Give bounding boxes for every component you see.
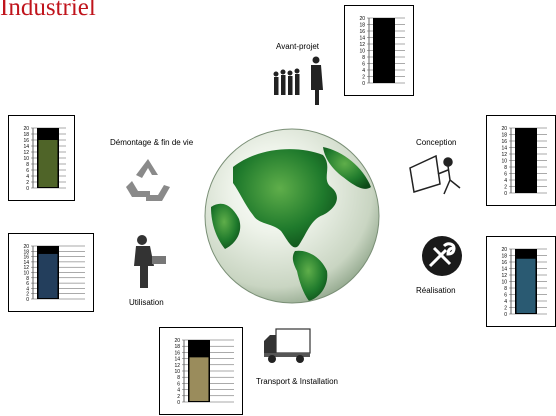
gauge-tick-label: 2 xyxy=(26,180,29,186)
gauge-tick-label: 4 xyxy=(177,388,180,394)
gauge-tick-label: 16 xyxy=(359,29,365,35)
gauge-tick-label: 16 xyxy=(23,255,29,261)
gauge-tick-label: 12 xyxy=(501,273,507,279)
gauge-tick-label: 2 xyxy=(362,75,365,81)
gauge-demontage: 20 18 16 14 12 10 8 6 4 2 0 xyxy=(8,115,75,201)
gauge-tick-label: 18 xyxy=(23,249,29,255)
gauge-tick-label: 20 xyxy=(501,126,507,132)
gauge-bar-fill xyxy=(38,140,58,187)
gauge-tick-label: 16 xyxy=(23,138,29,144)
gauge-bar-frame xyxy=(373,18,395,83)
gauge-tick-label: 0 xyxy=(177,400,180,406)
gauge-transport: 20 18 16 14 12 10 8 6 4 2 0 xyxy=(159,327,243,415)
gauge-tick-label: 10 xyxy=(359,49,365,55)
gauge-avant-projet: 20 18 16 14 12 10 8 6 4 2 0 xyxy=(344,5,414,96)
gauge-tick-label: 2 xyxy=(177,394,180,400)
gauge-tick-label: 16 xyxy=(501,260,507,266)
gauge-tick-label: 12 xyxy=(359,42,365,48)
gauge-tick-label: 10 xyxy=(23,156,29,162)
gauge-tick-label: 14 xyxy=(174,357,180,363)
gauge-tick-label: 2 xyxy=(504,306,507,312)
phase-label-demontage: Démontage & fin de vie xyxy=(110,138,194,147)
designer-at-desk-icon xyxy=(406,148,464,203)
gauge-tick-label: 0 xyxy=(26,297,29,303)
phase-label-conception: Conception xyxy=(416,138,457,147)
gauge-tick-label: 6 xyxy=(504,293,507,299)
tools-icon xyxy=(420,234,464,283)
gauge-tick-label: 10 xyxy=(501,159,507,165)
gauge-tick-label: 4 xyxy=(26,286,29,292)
page-title: Industriel xyxy=(0,0,96,21)
gauge-tick-label: 4 xyxy=(362,68,365,74)
gauge-utilisation: 20 18 16 14 12 10 8 6 4 2 0 xyxy=(8,233,94,312)
gauge-bar-frame xyxy=(515,128,537,193)
gauge-tick-label: 20 xyxy=(23,126,29,132)
gauge-tick-label: 10 xyxy=(23,271,29,277)
gauge-tick-label: 0 xyxy=(504,312,507,318)
gauge-tick-label: 8 xyxy=(504,286,507,292)
gauge-tick-label: 20 xyxy=(23,244,29,250)
gauge-tick-label: 8 xyxy=(362,55,365,61)
gauge-tick-label: 18 xyxy=(23,132,29,138)
gauge-tick-label: 18 xyxy=(501,254,507,260)
recycle-icon xyxy=(120,157,176,208)
gauge-tick-label: 8 xyxy=(26,276,29,282)
gauge-bar-fill xyxy=(189,357,209,401)
gauge-tick-label: 6 xyxy=(26,168,29,174)
gauge-tick-label: 16 xyxy=(174,350,180,356)
gauge-tick-label: 8 xyxy=(504,165,507,171)
gauge-tick-label: 4 xyxy=(26,174,29,180)
gauge-bar-fill xyxy=(516,258,536,313)
gauge-tick-label: 20 xyxy=(174,338,180,344)
gauge-tick-label: 10 xyxy=(501,280,507,286)
gauge-tick-label: 6 xyxy=(26,281,29,287)
person-using-machine-icon xyxy=(124,232,168,295)
gauge-tick-label: 14 xyxy=(23,144,29,150)
gauge-tick-label: 18 xyxy=(174,344,180,350)
delivery-truck-icon xyxy=(262,325,312,370)
gauge-tick-label: 14 xyxy=(501,146,507,152)
gauge-tick-label: 20 xyxy=(359,16,365,22)
gauge-realisation: 20 18 16 14 12 10 8 6 4 2 0 xyxy=(486,236,556,327)
gauge-tick-label: 0 xyxy=(26,186,29,192)
gauge-tick-label: 14 xyxy=(501,267,507,273)
gauge-tick-label: 2 xyxy=(504,185,507,191)
gauge-tick-label: 18 xyxy=(359,23,365,29)
earth-globe-icon xyxy=(203,127,381,305)
business-people-icon xyxy=(268,56,328,111)
gauge-tick-label: 14 xyxy=(23,260,29,266)
phase-label-realisation: Réalisation xyxy=(416,286,456,295)
gauge-tick-label: 16 xyxy=(501,139,507,145)
gauge-tick-label: 4 xyxy=(504,178,507,184)
gauge-bar-fill xyxy=(38,253,58,298)
gauge-tick-label: 14 xyxy=(359,36,365,42)
gauge-tick-label: 8 xyxy=(177,375,180,381)
gauge-tick-label: 6 xyxy=(362,62,365,68)
gauge-conception: 20 18 16 14 12 10 8 6 4 2 0 xyxy=(486,115,556,206)
phase-label-avant-projet: Avant-projet xyxy=(276,42,319,51)
gauge-tick-label: 12 xyxy=(174,363,180,369)
gauge-tick-label: 18 xyxy=(501,133,507,139)
gauge-tick-label: 12 xyxy=(501,152,507,158)
gauge-tick-label: 6 xyxy=(504,172,507,178)
gauge-tick-label: 6 xyxy=(177,381,180,387)
gauge-tick-label: 12 xyxy=(23,150,29,156)
gauge-tick-label: 8 xyxy=(26,162,29,168)
gauge-tick-label: 4 xyxy=(504,299,507,305)
gauge-tick-label: 10 xyxy=(174,369,180,375)
phase-label-transport: Transport & Installation xyxy=(256,377,338,386)
gauge-tick-label: 0 xyxy=(362,81,365,87)
gauge-tick-label: 20 xyxy=(501,247,507,253)
gauge-tick-label: 0 xyxy=(504,191,507,197)
gauge-tick-label: 2 xyxy=(26,292,29,298)
phase-label-utilisation: Utilisation xyxy=(129,298,164,307)
gauge-tick-label: 12 xyxy=(23,265,29,271)
